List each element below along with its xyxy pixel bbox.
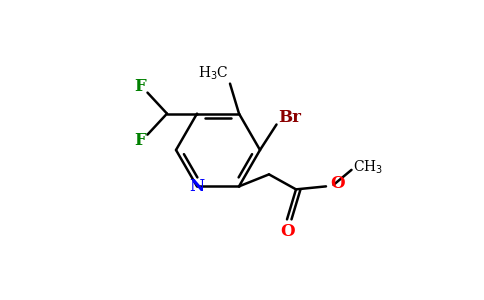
Text: H$_3$C: H$_3$C	[198, 64, 228, 82]
Text: N: N	[189, 178, 205, 195]
Text: F: F	[134, 78, 146, 95]
Text: Br: Br	[278, 109, 301, 125]
Text: O: O	[331, 175, 345, 192]
Text: O: O	[280, 223, 295, 240]
Text: CH$_3$: CH$_3$	[353, 158, 383, 175]
Text: F: F	[134, 132, 146, 149]
